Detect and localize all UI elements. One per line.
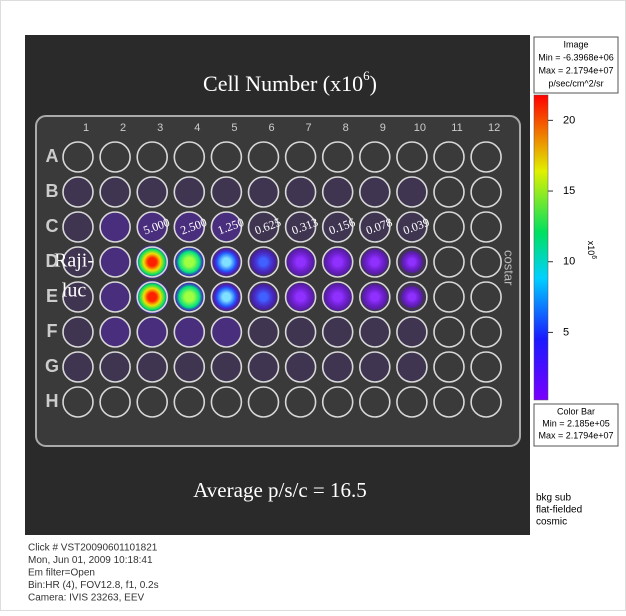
row-label: D: [46, 251, 59, 271]
signal: [251, 284, 277, 310]
row-label: E: [46, 286, 58, 306]
image-box-text: p/sec/cm^2/sr: [548, 78, 603, 88]
signal: [213, 284, 239, 310]
signal: [324, 248, 352, 276]
signal: [287, 248, 315, 276]
column-label: 12: [488, 122, 500, 134]
footer-line: Em filter=Open: [28, 568, 95, 579]
row-label: C: [46, 216, 59, 236]
footer-line: Mon, Jun 01, 2009 10:18:41: [28, 555, 153, 566]
signal: [324, 283, 352, 311]
colorbar-tick-label: 5: [563, 326, 569, 338]
row-label: A: [46, 146, 59, 166]
image-box-text: Max = 2.1794e+07: [538, 65, 613, 75]
signal: [362, 249, 388, 275]
processing: flat-fielded: [536, 505, 582, 516]
column-label: 5: [231, 122, 237, 134]
row-label: F: [47, 321, 58, 341]
signal: [135, 280, 169, 314]
column-label: 1: [83, 122, 89, 134]
bar-box-text: Color Bar: [557, 406, 595, 416]
image-box-text: Min = -6.3968e+06: [538, 52, 614, 62]
signal: [251, 249, 277, 275]
sample-label: luc: [62, 280, 87, 302]
row-label: B: [46, 181, 59, 201]
footer-line: Camera: IVIS 23263, EEV: [28, 593, 145, 604]
row-label: G: [45, 356, 59, 376]
column-label: 11: [451, 122, 462, 134]
row-label: H: [46, 391, 59, 411]
color-bar: [534, 95, 548, 400]
signal: [135, 245, 169, 279]
signal: [401, 286, 423, 308]
column-label: 6: [268, 122, 274, 134]
column-label: 8: [343, 122, 349, 134]
column-label: 4: [194, 122, 200, 134]
screenshot: Cell Number (x106) Raji- luc costar Aver…: [0, 0, 626, 611]
signal: [401, 251, 423, 273]
signal: [213, 249, 239, 275]
sample-label: Raji-: [54, 250, 94, 272]
footer-line: Click # VST20090601101821: [28, 543, 158, 554]
signal: [362, 284, 388, 310]
bar-box-text: Min = 2.185e+05: [542, 418, 610, 428]
column-label: 2: [120, 122, 126, 134]
image-box-text: Image: [563, 39, 588, 49]
title: Cell Number (x106): [203, 68, 377, 96]
average: Average p/s/c = 16.5: [193, 478, 367, 502]
plate-brand: costar: [502, 250, 517, 286]
column-label: 3: [157, 122, 163, 134]
bar-box-text: Max = 2.1794e+07: [538, 430, 613, 440]
processing: bkg sub: [536, 493, 571, 504]
page: Cell Number (x106) Raji- luc costar Aver…: [0, 0, 626, 616]
column-label: 10: [414, 122, 426, 134]
colorbar-tick-label: 10: [563, 256, 575, 268]
column-label: 9: [380, 122, 386, 134]
signal: [287, 283, 315, 311]
colorbar-tick-label: 15: [563, 185, 575, 197]
column-label: 7: [306, 122, 312, 134]
colorbar-tick-label: 20: [563, 114, 575, 126]
footer-line: Bin:HR (4), FOV12.8, f1, 0.2s: [28, 580, 159, 591]
processing: cosmic: [536, 517, 567, 528]
